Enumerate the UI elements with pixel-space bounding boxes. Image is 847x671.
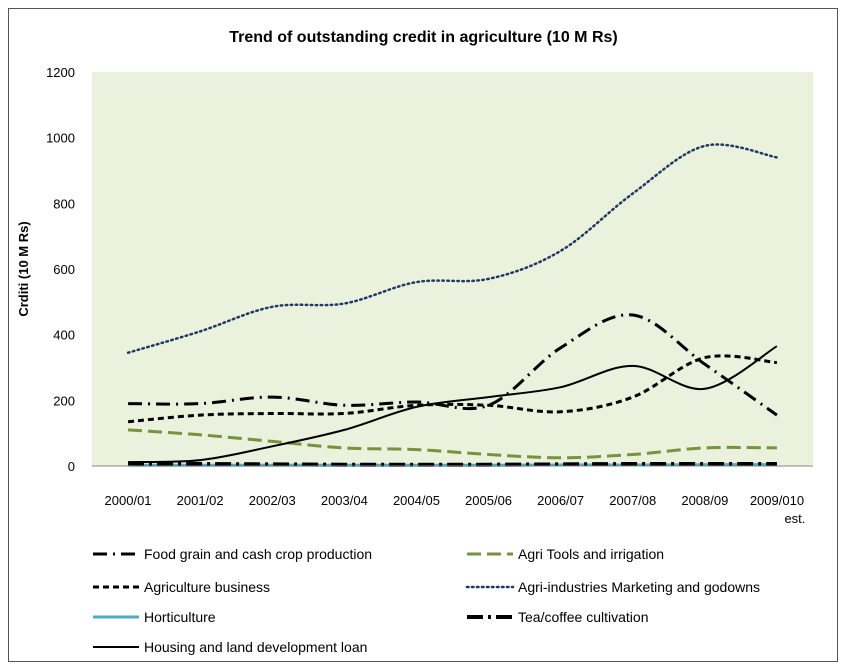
legend: Food grain and cash crop production Agri … — [93, 546, 760, 655]
x-tick-label: 2008/09 — [681, 493, 728, 508]
plot-area — [92, 72, 813, 466]
y-tick-label: 0 — [68, 459, 75, 474]
x-tick-label: 2005/06 — [465, 493, 512, 508]
legend-label: Agri-industries Marketing and godowns — [518, 579, 760, 595]
legend-label: Tea/coffee cultivation — [518, 609, 649, 625]
x-tick-label: 2001/02 — [177, 493, 224, 508]
x-tick-label: 2004/05 — [393, 493, 440, 508]
legend-label: Food grain and cash crop production — [144, 546, 372, 562]
series-line-3 — [127, 354, 778, 424]
x-tick-label: 2007/08 — [609, 493, 656, 508]
x-axis: 2000/01 2001/02 2002/03 2003/04 2004/05 2005/… — [105, 493, 806, 526]
y-axis-title: Crditi (10 M Rs) — [16, 221, 31, 316]
y-tick-label: 600 — [53, 262, 75, 277]
y-tick-label: 400 — [53, 328, 75, 343]
legend-label: Housing and land development loan — [144, 639, 367, 655]
series-line-2 — [128, 428, 777, 460]
x-tick-label: 2002/03 — [249, 493, 296, 508]
series-lines — [126, 143, 779, 467]
legend-label: Agriculture business — [144, 579, 270, 595]
x-tick-label: 2003/04 — [321, 493, 368, 508]
y-axis: 0 200 400 600 800 1000 1200 — [46, 65, 75, 474]
series-line-6 — [128, 461, 777, 467]
y-tick-label: 200 — [53, 393, 75, 408]
legend-label: Horticulture — [144, 609, 216, 625]
y-tick-label: 1000 — [46, 131, 75, 146]
chart-title: Trend of outstanding credit in agricultu… — [229, 29, 618, 46]
x-tick-label: 2009/010 — [750, 493, 804, 508]
y-tick-label: 1200 — [46, 65, 75, 80]
legend-label: Agri Tools and irrigation — [518, 546, 664, 562]
x-tick-sublabel: est. — [784, 511, 805, 526]
series-line-7 — [128, 345, 778, 464]
x-tick-label: 2006/07 — [537, 493, 584, 508]
y-tick-label: 800 — [53, 196, 75, 211]
x-tick-label: 2000/01 — [105, 493, 152, 508]
series-line-1 — [128, 313, 778, 417]
series-line-4 — [126, 143, 779, 354]
